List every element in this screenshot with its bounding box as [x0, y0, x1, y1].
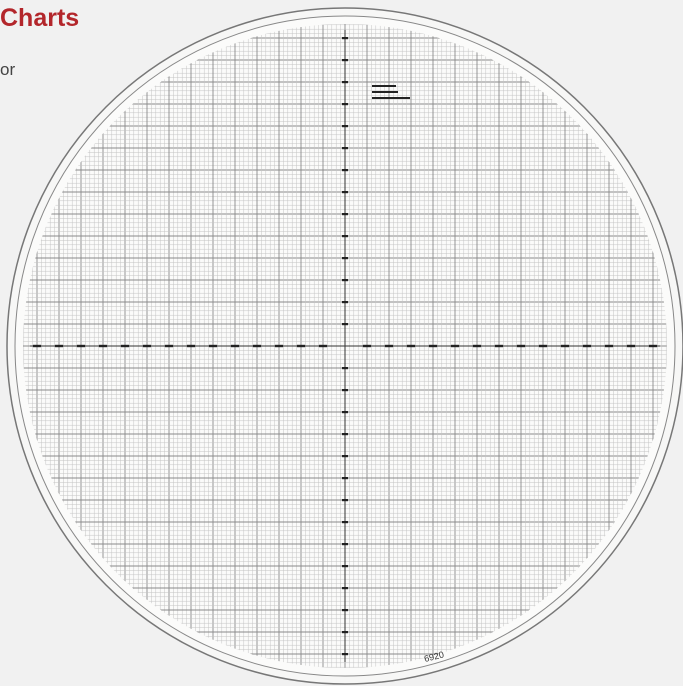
label-line — [372, 85, 396, 87]
axis-dash — [649, 344, 657, 348]
axis-dash — [385, 344, 393, 348]
label-line — [372, 97, 410, 99]
axis-dash — [342, 213, 348, 216]
axis-dash — [342, 125, 348, 128]
axis-dash — [342, 81, 348, 84]
axis-dash — [342, 389, 348, 392]
axis-dash — [99, 344, 107, 348]
axis-dash — [121, 344, 129, 348]
axis-dash — [605, 344, 613, 348]
chart-label — [372, 85, 410, 99]
axis-dash — [627, 344, 635, 348]
axis-dash — [275, 344, 283, 348]
axis-dash — [77, 344, 85, 348]
axis-dash — [187, 344, 195, 348]
axis-dash — [583, 344, 591, 348]
axis-dash — [297, 344, 305, 348]
axis-dash — [33, 344, 41, 348]
body-text: or — [0, 60, 16, 79]
axis-dash — [473, 344, 481, 348]
axis-dash — [253, 344, 261, 348]
axis-dash — [342, 37, 348, 40]
axis-dash — [143, 344, 151, 348]
axis-dash — [342, 147, 348, 150]
heading: Charts — [0, 4, 80, 32]
axis-dash — [342, 455, 348, 458]
part-number: 6920 — [423, 649, 445, 664]
axis-dash — [342, 543, 348, 546]
axis-dash — [342, 631, 348, 634]
axis-dash — [342, 103, 348, 106]
axis-dash — [342, 301, 348, 304]
axis-dash — [407, 344, 415, 348]
axis-dash — [342, 477, 348, 480]
axis-dash — [342, 609, 348, 612]
axis-dash — [342, 411, 348, 414]
axis-dash — [342, 235, 348, 238]
axis-dash — [495, 344, 503, 348]
axis-dash — [319, 344, 327, 348]
axis-dash — [342, 433, 348, 436]
axis-dash — [342, 169, 348, 172]
axis-dash — [342, 59, 348, 62]
axis-dash — [342, 191, 348, 194]
axis-dash — [55, 344, 63, 348]
axis-dash — [231, 344, 239, 348]
axes — [30, 30, 660, 662]
axis-dash — [209, 344, 217, 348]
label-line — [372, 91, 398, 93]
axis-dash — [342, 587, 348, 590]
axis-dash — [342, 565, 348, 568]
axis-dash — [165, 344, 173, 348]
axis-dash — [539, 344, 547, 348]
axis-dash — [451, 344, 459, 348]
axis-dash — [342, 279, 348, 282]
axis-dash — [342, 521, 348, 524]
axis-dash — [517, 344, 525, 348]
axis-dash — [342, 257, 348, 260]
axis-dash — [561, 344, 569, 348]
axis-dash — [342, 367, 348, 370]
axis-dash — [363, 344, 371, 348]
axis-dash — [342, 323, 348, 326]
axis-dash — [342, 653, 348, 656]
axis-dash — [429, 344, 437, 348]
axis-dash — [342, 499, 348, 502]
